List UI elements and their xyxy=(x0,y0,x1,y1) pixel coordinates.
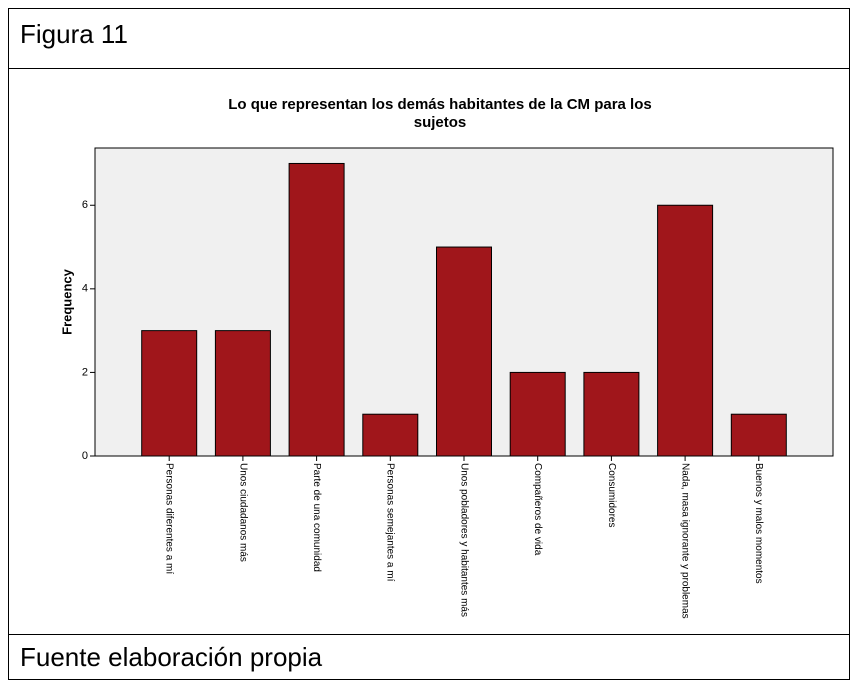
y-tick-label: 2 xyxy=(82,366,88,378)
x-tick-label: Personas diferentes a mí xyxy=(164,463,175,574)
bar xyxy=(583,371,640,457)
y-tick-label: 0 xyxy=(82,450,88,462)
x-tick-label: Personas semejantes a mí xyxy=(385,463,396,582)
bar xyxy=(362,413,419,457)
y-tick-label: 4 xyxy=(82,283,88,295)
y-tick-label: 6 xyxy=(82,199,88,211)
bar xyxy=(214,330,271,457)
x-tick-label: Buenos y malos momentos xyxy=(753,463,764,584)
footer-text: Fuente elaboración propia xyxy=(20,642,323,672)
bar xyxy=(509,371,566,457)
chart-title: Lo que representan los demás habitantes … xyxy=(228,96,651,131)
x-tick-label: Nada, masa ignorante y problemas xyxy=(679,463,690,619)
header-title: Figura 11 xyxy=(20,19,128,49)
x-tick-label: Unos ciudadanos más xyxy=(237,463,248,562)
x-tick-label: Consumidores xyxy=(606,463,617,527)
bar xyxy=(730,413,787,457)
bar xyxy=(436,246,492,457)
x-tick-label: Unos pobladores y habitantes más xyxy=(458,463,469,617)
y-axis-label: Frequency xyxy=(59,268,74,335)
x-tick-label: Parte de una comunidad xyxy=(311,463,322,572)
bar xyxy=(141,330,198,457)
x-tick-label: Compañeros de vida xyxy=(532,463,543,556)
bar xyxy=(288,162,345,457)
bar xyxy=(657,204,714,457)
